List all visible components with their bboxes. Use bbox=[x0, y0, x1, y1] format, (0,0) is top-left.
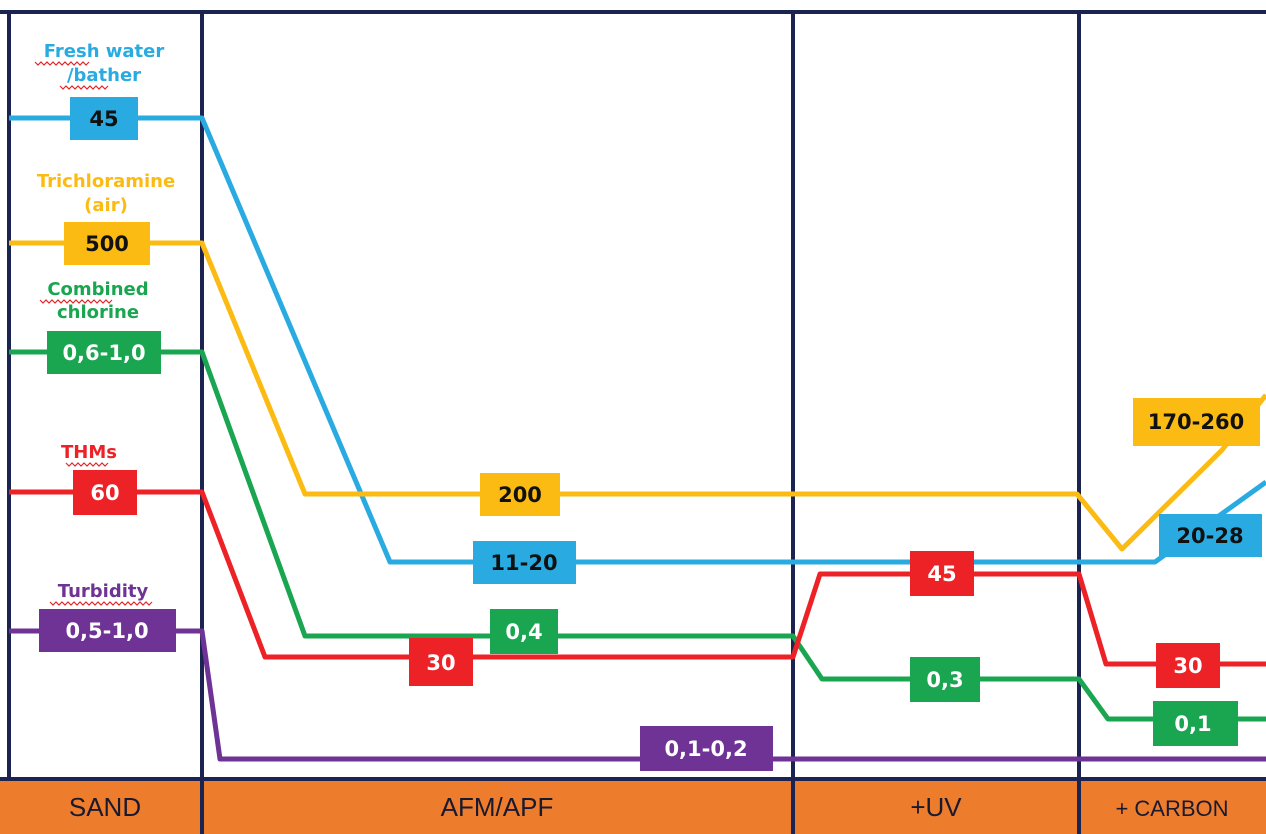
combined-chlorine-name-line1: Combined bbox=[47, 279, 148, 300]
stage-bar: SAND AFM/APF +UV + CARBON bbox=[0, 777, 1266, 834]
trichloramine-afm-label: 200 bbox=[480, 473, 560, 516]
stage-sand: SAND bbox=[69, 792, 141, 822]
stage-carbon: + CARBON bbox=[1115, 796, 1228, 821]
combined-chlorine-uv-value: 0,3 bbox=[926, 668, 963, 692]
combined-chlorine-line bbox=[9, 349, 1266, 722]
turbidity-sand-label: 0,5-1,0 bbox=[39, 609, 176, 652]
combined-chlorine-sand-label: 0,6-1,0 bbox=[47, 331, 161, 374]
fresh-water-carbon-value: 20-28 bbox=[1176, 524, 1243, 548]
stage-afm-apf: AFM/APF bbox=[441, 792, 554, 822]
squiggle-thms bbox=[65, 462, 109, 467]
trichloramine-name-line2: (air) bbox=[84, 195, 128, 216]
thms-uv-label: 45 bbox=[910, 551, 974, 596]
squiggle-bather bbox=[59, 85, 109, 90]
thms-carbon-label: 30 bbox=[1156, 643, 1220, 688]
value-labels: 45 11-20 20-28 500 200 170-260 0,6-1,0 bbox=[39, 97, 1262, 771]
combined-chlorine-carbon-value: 0,1 bbox=[1174, 712, 1211, 736]
turbidity-name: Turbidity bbox=[58, 581, 149, 602]
fresh-water-carbon-label: 20-28 bbox=[1159, 514, 1262, 557]
thms-carbon-value: 30 bbox=[1173, 654, 1202, 678]
parameter-names: Fresh water /bather Trichloramine (air) … bbox=[37, 41, 175, 602]
fresh-water-sand-value: 45 bbox=[89, 107, 118, 131]
thms-afm-label: 30 bbox=[409, 638, 473, 686]
trichloramine-sand-value: 500 bbox=[85, 232, 129, 256]
fresh-water-afm-label: 11-20 bbox=[473, 541, 576, 584]
combined-chlorine-afm-value: 0,4 bbox=[505, 620, 542, 644]
fresh-water-name-line2: /bather bbox=[67, 65, 141, 86]
thms-sand-value: 60 bbox=[90, 481, 119, 505]
trichloramine-carbon-label: 170-260 bbox=[1133, 398, 1260, 446]
turbidity-sand-value: 0,5-1,0 bbox=[65, 619, 148, 643]
trichloramine-name-line1: Trichloramine bbox=[37, 171, 175, 192]
turbidity-afm-value: 0,1-0,2 bbox=[664, 737, 747, 761]
trichloramine-carbon-value: 170-260 bbox=[1148, 410, 1244, 434]
combined-chlorine-carbon-label: 0,1 bbox=[1153, 701, 1238, 746]
fresh-water-sand-label: 45 bbox=[70, 97, 138, 140]
squiggle-turbidity bbox=[49, 601, 153, 606]
trichloramine-afm-value: 200 bbox=[498, 483, 542, 507]
frame bbox=[0, 10, 1266, 834]
combined-chlorine-sand-value: 0,6-1,0 bbox=[62, 341, 145, 365]
squiggle-fresh bbox=[34, 61, 90, 66]
fresh-water-name-line1: Fresh water bbox=[44, 41, 165, 62]
fresh-water-afm-value: 11-20 bbox=[490, 551, 557, 575]
thms-name: THMs bbox=[61, 442, 117, 463]
thms-sand-label: 60 bbox=[73, 470, 137, 515]
thms-afm-value: 30 bbox=[426, 651, 455, 675]
spellcheck-underlines bbox=[34, 61, 153, 606]
stage-uv: +UV bbox=[910, 792, 962, 822]
thms-line bbox=[9, 489, 1266, 667]
combined-chlorine-afm-label: 0,4 bbox=[490, 609, 558, 654]
thms-uv-value: 45 bbox=[927, 562, 956, 586]
combined-chlorine-uv-label: 0,3 bbox=[910, 657, 980, 702]
turbidity-afm-label: 0,1-0,2 bbox=[640, 726, 773, 771]
squiggle-combined bbox=[39, 299, 113, 304]
combined-chlorine-name-line2: chlorine bbox=[57, 302, 139, 323]
stage-bar-background bbox=[0, 779, 1266, 834]
trichloramine-sand-label: 500 bbox=[64, 222, 150, 265]
trichloramine-line bbox=[9, 240, 1266, 552]
